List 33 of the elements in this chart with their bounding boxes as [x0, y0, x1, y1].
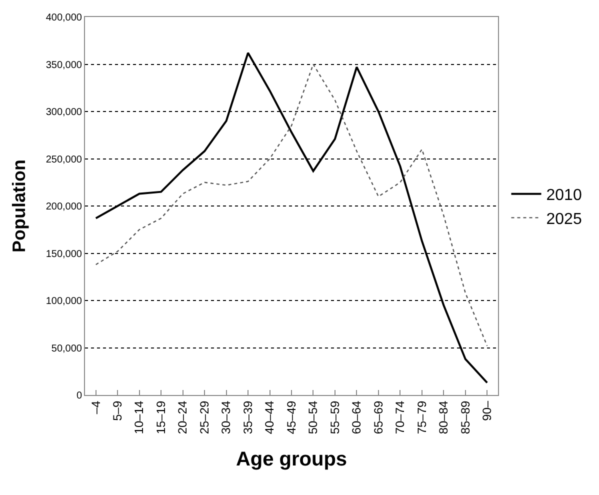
x-tick-label: 10–14	[132, 400, 146, 434]
x-tick-label: 20–24	[176, 400, 190, 434]
legend-label: 2010	[546, 187, 582, 204]
x-tick-label: 45–49	[284, 400, 298, 434]
y-axis-title: Population	[9, 160, 30, 252]
x-tick-label: 40–44	[262, 400, 277, 434]
x-tick-label: 70–74	[393, 400, 408, 434]
x-tick-label: 55–59	[328, 400, 342, 434]
x-tick-label: –4	[88, 400, 103, 414]
y-tick-label: 100,000	[46, 296, 82, 307]
y-tick-label: 250,000	[46, 154, 82, 166]
y-tick-label: 200,000	[46, 202, 82, 212]
y-tick-label: 350,000	[46, 60, 82, 71]
x-tick-label: 50–54	[306, 400, 320, 434]
x-tick-label: 25–29	[197, 400, 212, 434]
x-tick-label: 90–	[480, 400, 494, 421]
x-tick-label: 80–84	[436, 400, 451, 434]
x-tick-label: 75–79	[414, 400, 429, 434]
y-tick-label: 50,000	[51, 343, 82, 354]
line-series	[95, 64, 488, 346]
y-tick-label: 0	[76, 390, 82, 402]
x-tick-label: 5–9	[110, 400, 125, 421]
legend-label: 2025	[546, 210, 582, 228]
x-tick-label: 30–34	[219, 400, 234, 434]
x-tick-label: 35–39	[240, 400, 255, 434]
x-tick-label: 15–19	[154, 400, 168, 434]
x-tick-label: 65–69	[371, 400, 386, 434]
y-tick-label: 150,000	[46, 248, 82, 260]
x-tick-label: 60–64	[350, 400, 364, 434]
x-tick-label: 85–89	[458, 400, 472, 434]
y-tick-label: 300,000	[46, 107, 82, 118]
x-axis-title: Age groups	[236, 448, 348, 471]
y-tick-label: 400,000	[46, 12, 82, 24]
